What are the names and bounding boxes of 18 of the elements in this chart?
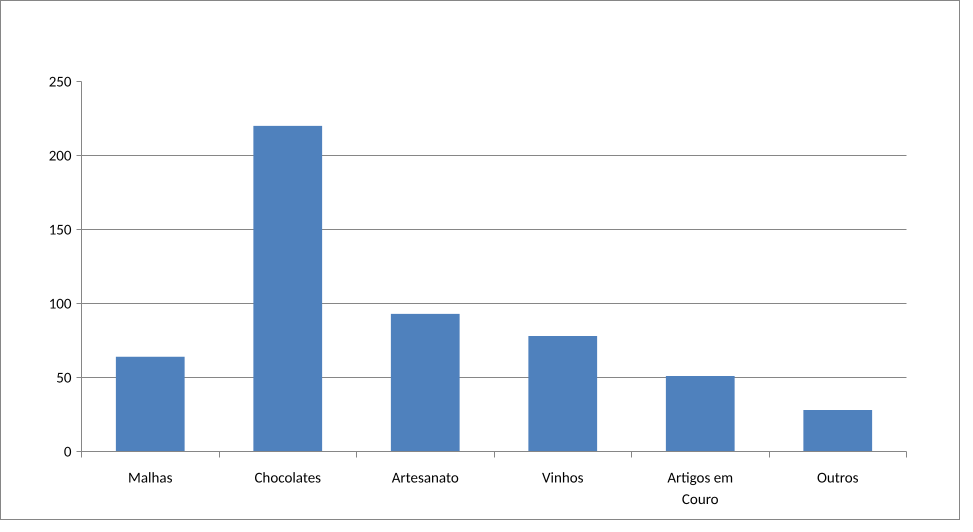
y-tick-label: 0 [64, 444, 72, 462]
x-tick-label: Chocolates [254, 470, 322, 488]
x-tick-label: Vinhos [542, 470, 584, 488]
bar [116, 356, 185, 452]
x-tick-label: Malhas [128, 470, 173, 488]
y-tick-label: 50 [56, 370, 72, 388]
bar [253, 126, 322, 452]
y-tick-label: 250 [48, 74, 72, 92]
x-tick-label: Artesanato [392, 470, 459, 488]
y-tick-label: 100 [48, 296, 72, 314]
y-tick-label: 150 [48, 222, 72, 240]
x-tick-label: Outros [816, 470, 859, 488]
bar [390, 314, 460, 452]
bar [803, 410, 872, 452]
x-tick-label: Artigos em Couro [667, 470, 734, 510]
y-tick-label: 200 [48, 148, 72, 166]
bar [528, 336, 598, 452]
bar [666, 376, 735, 452]
